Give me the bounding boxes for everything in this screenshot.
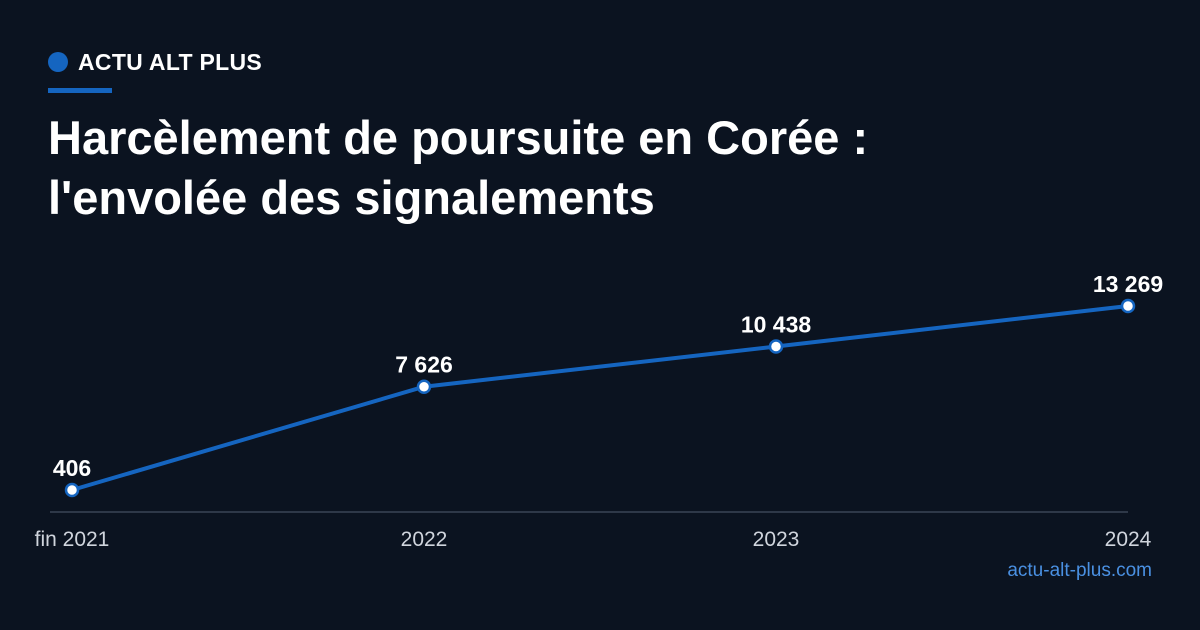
x-tick-label: fin 2021: [35, 528, 110, 551]
data-point: [64, 482, 80, 498]
data-label: 406: [53, 455, 91, 481]
brand-name: ACTU ALT PLUS: [78, 48, 263, 75]
chart-title: Harcèlement de poursuite en Corée : l'en…: [48, 111, 869, 224]
brand-dot-icon: [48, 52, 68, 72]
series-line: [70, 304, 1130, 492]
x-tick-label: 2022: [401, 528, 448, 551]
data-label: 7 626: [395, 352, 453, 378]
data-point: [768, 339, 784, 354]
data-label: 10 438: [741, 311, 812, 337]
data-point: [416, 379, 432, 394]
x-tick-label: 2024: [1105, 528, 1152, 551]
x-tick-label: 2023: [753, 528, 800, 551]
source-link[interactable]: actu-alt-plus.com: [1007, 560, 1152, 581]
data-label: 13 269: [1093, 271, 1163, 297]
data-point: [1120, 298, 1136, 314]
brand-header: ACTU ALT PLUS: [48, 48, 262, 76]
brand-underline: [48, 88, 112, 93]
